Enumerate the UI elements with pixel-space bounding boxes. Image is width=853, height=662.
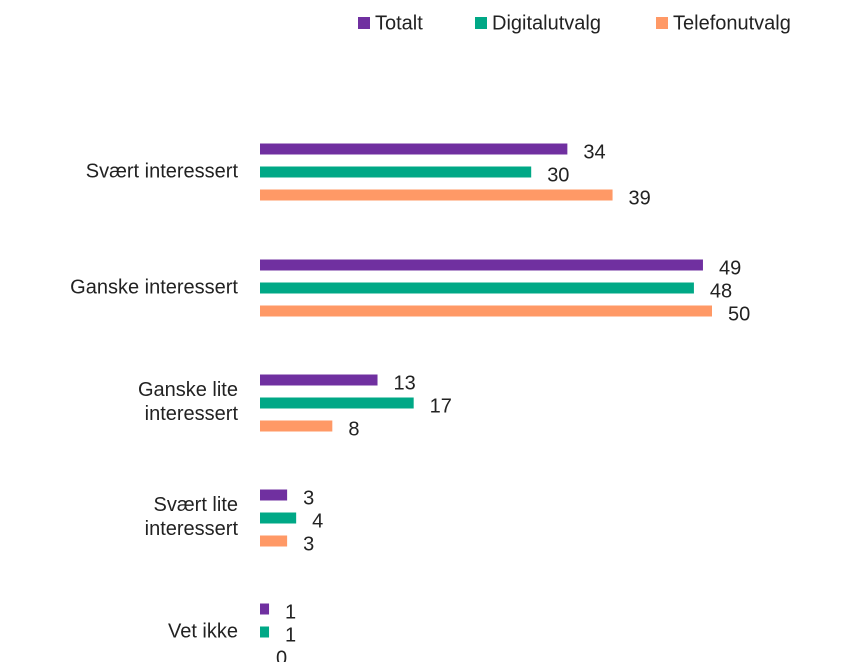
legend-label: Digitalutvalg (492, 12, 601, 34)
legend-swatch (358, 17, 370, 29)
bar (260, 282, 694, 294)
category-label: Ganske lite interessert (138, 379, 239, 425)
value-label: 49 (719, 257, 741, 279)
value-label: 30 (547, 164, 569, 186)
value-label: 1 (285, 624, 296, 646)
legend-label: Totalt (375, 12, 423, 34)
bar (260, 143, 568, 155)
bar (260, 397, 414, 409)
value-label: 13 (394, 372, 416, 394)
bar (260, 374, 378, 386)
value-label: 0 (276, 647, 287, 662)
value-label: 4 (312, 510, 323, 532)
bar (260, 259, 703, 271)
bar (260, 305, 712, 317)
value-label: 48 (710, 280, 732, 302)
bar (260, 166, 532, 178)
legend-swatch (656, 17, 668, 29)
category-label: Svært interessert (86, 160, 239, 182)
value-label: 1 (285, 601, 296, 623)
value-label: 3 (303, 487, 314, 509)
value-label: 50 (728, 303, 750, 325)
legend-swatch (475, 17, 487, 29)
category-label: Ganske interessert (70, 276, 238, 298)
value-label: 3 (303, 533, 314, 555)
bar (260, 189, 613, 201)
category-label: Svært lite interessert (145, 494, 239, 540)
legend-label: Telefonutvalg (673, 12, 791, 34)
value-label: 34 (583, 141, 605, 163)
bar (260, 420, 333, 432)
bar (260, 626, 270, 638)
bar (260, 535, 288, 547)
value-label: 8 (348, 418, 359, 440)
bar (260, 512, 297, 524)
category-label: Vet ikke (168, 620, 238, 642)
value-label: 17 (430, 395, 452, 417)
bar (260, 489, 288, 501)
value-label: 39 (629, 187, 651, 209)
bar (260, 603, 270, 615)
